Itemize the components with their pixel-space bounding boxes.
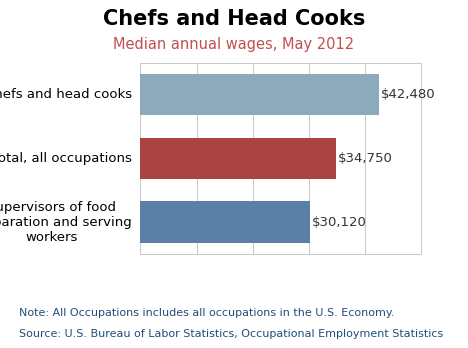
Bar [140,74,379,115]
Text: Source: U.S. Bureau of Labor Statistics, Occupational Employment Statistics: Source: U.S. Bureau of Labor Statistics,… [19,329,443,339]
Bar [140,201,309,243]
Text: Note: All Occupations includes all occupations in the U.S. Economy.: Note: All Occupations includes all occup… [19,308,394,318]
Text: $42,480: $42,480 [381,88,436,101]
Text: Median annual wages, May 2012: Median annual wages, May 2012 [113,37,355,52]
Text: Chefs and Head Cooks: Chefs and Head Cooks [103,9,365,29]
Bar [140,137,336,179]
Text: $34,750: $34,750 [338,152,393,165]
Text: $30,120: $30,120 [312,216,366,229]
